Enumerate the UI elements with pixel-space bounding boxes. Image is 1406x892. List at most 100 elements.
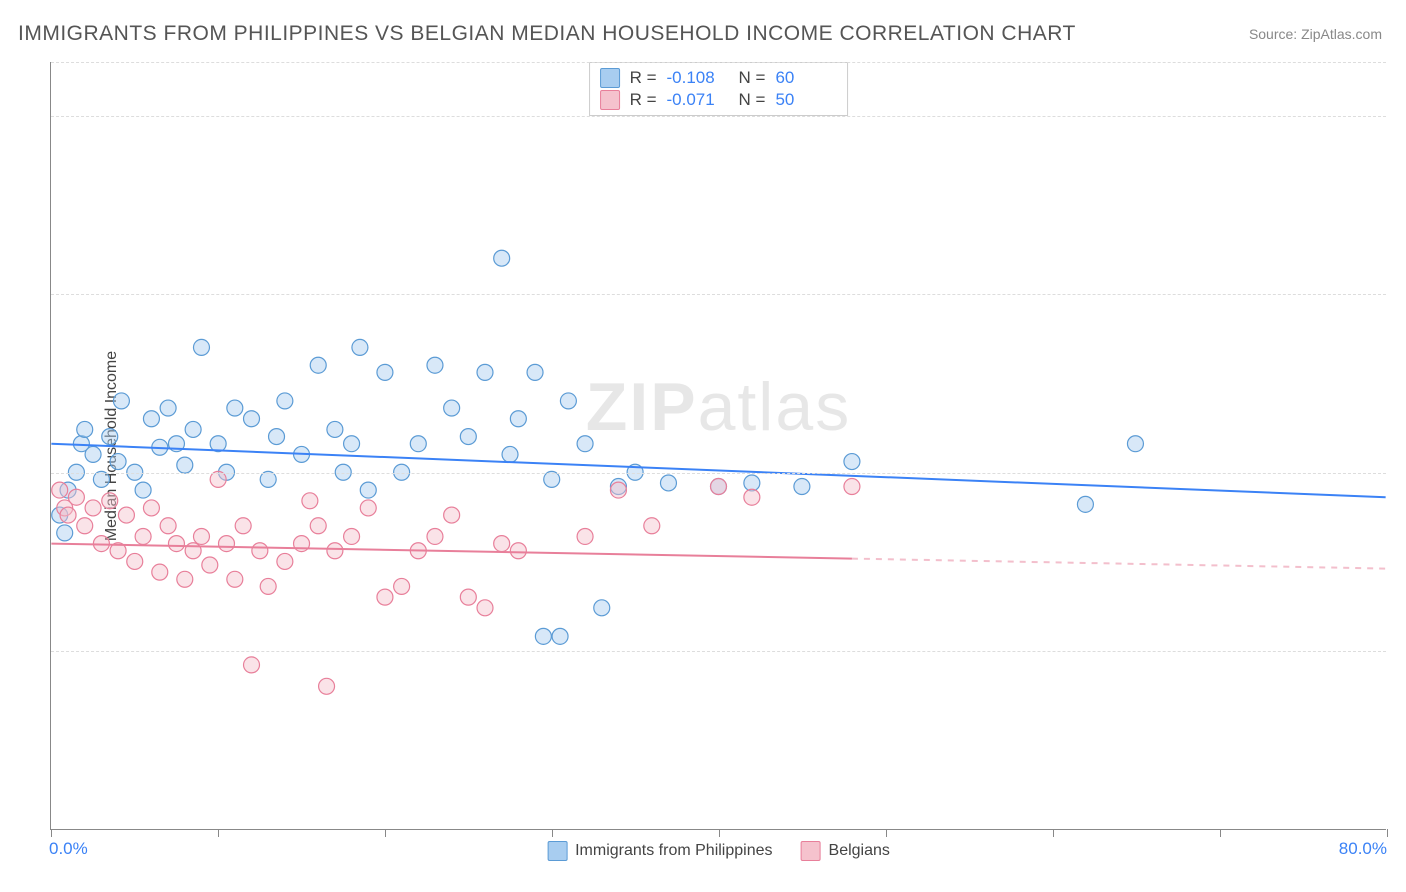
plot-area: Median Household Income ZIPatlas R = -0.1… xyxy=(50,62,1386,830)
legend-swatch xyxy=(600,90,620,110)
data-point xyxy=(494,536,510,552)
data-point xyxy=(143,500,159,516)
data-point xyxy=(494,250,510,266)
r-label: R = xyxy=(630,90,657,110)
series-legend-item: Belgians xyxy=(801,841,890,861)
correlation-legend: R = -0.108 N = 60R =-0.071N =50 xyxy=(589,62,849,116)
data-point xyxy=(460,589,476,605)
data-point xyxy=(644,518,660,534)
data-point xyxy=(577,436,593,452)
data-point xyxy=(360,482,376,498)
gridline xyxy=(51,651,1386,652)
data-point xyxy=(502,446,518,462)
data-point xyxy=(52,482,68,498)
legend-swatch xyxy=(801,841,821,861)
legend-row: R =-0.071N =50 xyxy=(600,89,838,111)
data-point xyxy=(210,471,226,487)
x-tick xyxy=(1053,829,1054,837)
data-point xyxy=(327,421,343,437)
data-point xyxy=(135,482,151,498)
data-point xyxy=(344,528,360,544)
data-point xyxy=(193,528,209,544)
data-point xyxy=(535,628,551,644)
data-point xyxy=(660,475,676,491)
legend-row: R =-0.108N =60 xyxy=(600,67,838,89)
data-point xyxy=(85,500,101,516)
source-attribution: Source: ZipAtlas.com xyxy=(1249,26,1382,42)
data-point xyxy=(227,400,243,416)
data-point xyxy=(310,518,326,534)
n-label: N = xyxy=(739,90,766,110)
data-point xyxy=(711,479,727,495)
data-point xyxy=(410,543,426,559)
data-point xyxy=(510,543,526,559)
data-point xyxy=(477,364,493,380)
data-point xyxy=(73,436,89,452)
data-point xyxy=(444,507,460,523)
gridline xyxy=(51,473,1386,474)
watermark-bold: ZIP xyxy=(586,369,698,445)
data-point xyxy=(57,525,73,541)
n-value: 60 xyxy=(775,68,837,88)
data-point xyxy=(352,339,368,355)
x-tick xyxy=(1220,829,1221,837)
data-point xyxy=(577,528,593,544)
y-axis-label: Median Household Income xyxy=(103,350,121,540)
data-point xyxy=(610,479,626,495)
chart-title: IMMIGRANTS FROM PHILIPPINES VS BELGIAN M… xyxy=(18,22,1076,46)
data-point xyxy=(344,436,360,452)
data-point xyxy=(560,393,576,409)
r-value: -0.108 xyxy=(667,68,729,88)
x-tick xyxy=(886,829,887,837)
data-point xyxy=(244,411,260,427)
data-point xyxy=(444,400,460,416)
data-point xyxy=(1127,436,1143,452)
data-point xyxy=(52,507,68,523)
data-point xyxy=(160,400,176,416)
data-point xyxy=(377,589,393,605)
data-point xyxy=(294,536,310,552)
data-point xyxy=(319,678,335,694)
data-point xyxy=(202,557,218,573)
data-point xyxy=(552,628,568,644)
data-point xyxy=(227,571,243,587)
trend-line-extrapolated xyxy=(852,559,1386,569)
watermark-rest: atlas xyxy=(698,369,852,445)
legend-swatch xyxy=(547,841,567,861)
data-point xyxy=(177,457,193,473)
watermark: ZIPatlas xyxy=(586,368,851,446)
data-point xyxy=(394,578,410,594)
data-point xyxy=(152,439,168,455)
series-name: Immigrants from Philippines xyxy=(575,842,772,860)
data-point xyxy=(844,479,860,495)
data-point xyxy=(310,357,326,373)
data-point xyxy=(57,500,73,516)
trend-line xyxy=(51,444,1385,498)
data-point xyxy=(143,411,159,427)
series-legend: Immigrants from Philippines Belgians xyxy=(547,841,890,861)
data-point xyxy=(185,543,201,559)
data-point xyxy=(110,543,126,559)
data-point xyxy=(610,482,626,498)
data-point xyxy=(210,436,226,452)
series-name: Belgians xyxy=(829,842,890,860)
x-tick xyxy=(552,829,553,837)
data-point xyxy=(135,528,151,544)
data-point xyxy=(377,364,393,380)
x-tick-label: 0.0% xyxy=(49,839,88,859)
r-label: R = xyxy=(630,68,657,88)
x-tick xyxy=(51,829,52,837)
data-point xyxy=(185,421,201,437)
data-point xyxy=(85,446,101,462)
data-point xyxy=(427,528,443,544)
data-point xyxy=(744,475,760,491)
gridline-top xyxy=(51,62,1386,63)
data-point xyxy=(252,543,268,559)
data-point xyxy=(510,411,526,427)
data-point xyxy=(410,436,426,452)
data-point xyxy=(527,364,543,380)
legend-swatch xyxy=(600,68,620,88)
chart-svg xyxy=(51,62,1386,829)
data-point xyxy=(794,479,810,495)
data-point xyxy=(77,421,93,437)
